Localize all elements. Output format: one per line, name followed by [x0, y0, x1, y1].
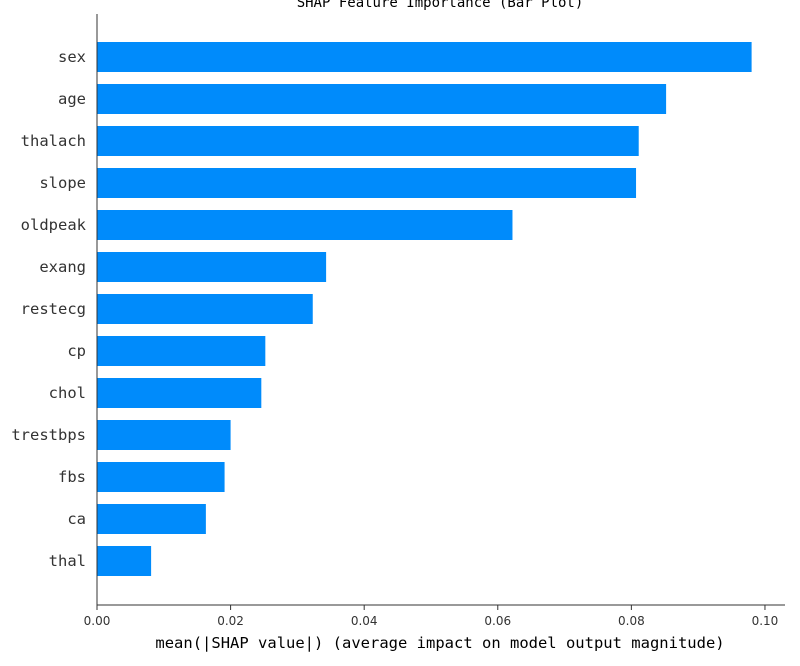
- bar-trestbps: [97, 420, 231, 450]
- category-label-thal: thal: [49, 552, 86, 570]
- category-label-restecg: restecg: [21, 300, 86, 318]
- x-tick-label: 0.08: [618, 614, 645, 628]
- x-tick-label: 0.02: [217, 614, 244, 628]
- bar-exang: [97, 252, 327, 282]
- x-tick-label: 0.10: [752, 614, 779, 628]
- category-label-fbs: fbs: [58, 468, 86, 486]
- bar-sex: [97, 42, 752, 72]
- bar-thal: [97, 546, 152, 576]
- bar-fbs: [97, 462, 225, 492]
- category-label-age: age: [58, 90, 86, 108]
- category-label-ca: ca: [67, 510, 86, 528]
- category-label-cp: cp: [67, 342, 86, 360]
- x-tick-label: 0.04: [351, 614, 378, 628]
- x-axis-label: mean(|SHAP value|) (average impact on mo…: [155, 634, 724, 652]
- category-label-slope: slope: [39, 174, 86, 192]
- bar-restecg: [97, 294, 313, 324]
- category-label-trestbps: trestbps: [11, 426, 86, 444]
- bar-slope: [97, 168, 637, 198]
- bar-oldpeak: [97, 210, 513, 240]
- x-tick-label: 0.00: [84, 614, 111, 628]
- bar-thalach: [97, 126, 639, 156]
- category-label-thalach: thalach: [21, 132, 86, 150]
- category-label-oldpeak: oldpeak: [21, 216, 87, 234]
- bar-ca: [97, 504, 206, 534]
- category-label-chol: chol: [49, 384, 86, 402]
- bar-age: [97, 84, 667, 114]
- x-tick-label: 0.06: [484, 614, 511, 628]
- bar-cp: [97, 336, 266, 366]
- category-label-exang: exang: [39, 258, 86, 276]
- category-label-sex: sex: [58, 48, 86, 66]
- bar-chol: [97, 378, 262, 408]
- chart-title: SHAP Feature Importance (Bar Plot): [297, 0, 584, 11]
